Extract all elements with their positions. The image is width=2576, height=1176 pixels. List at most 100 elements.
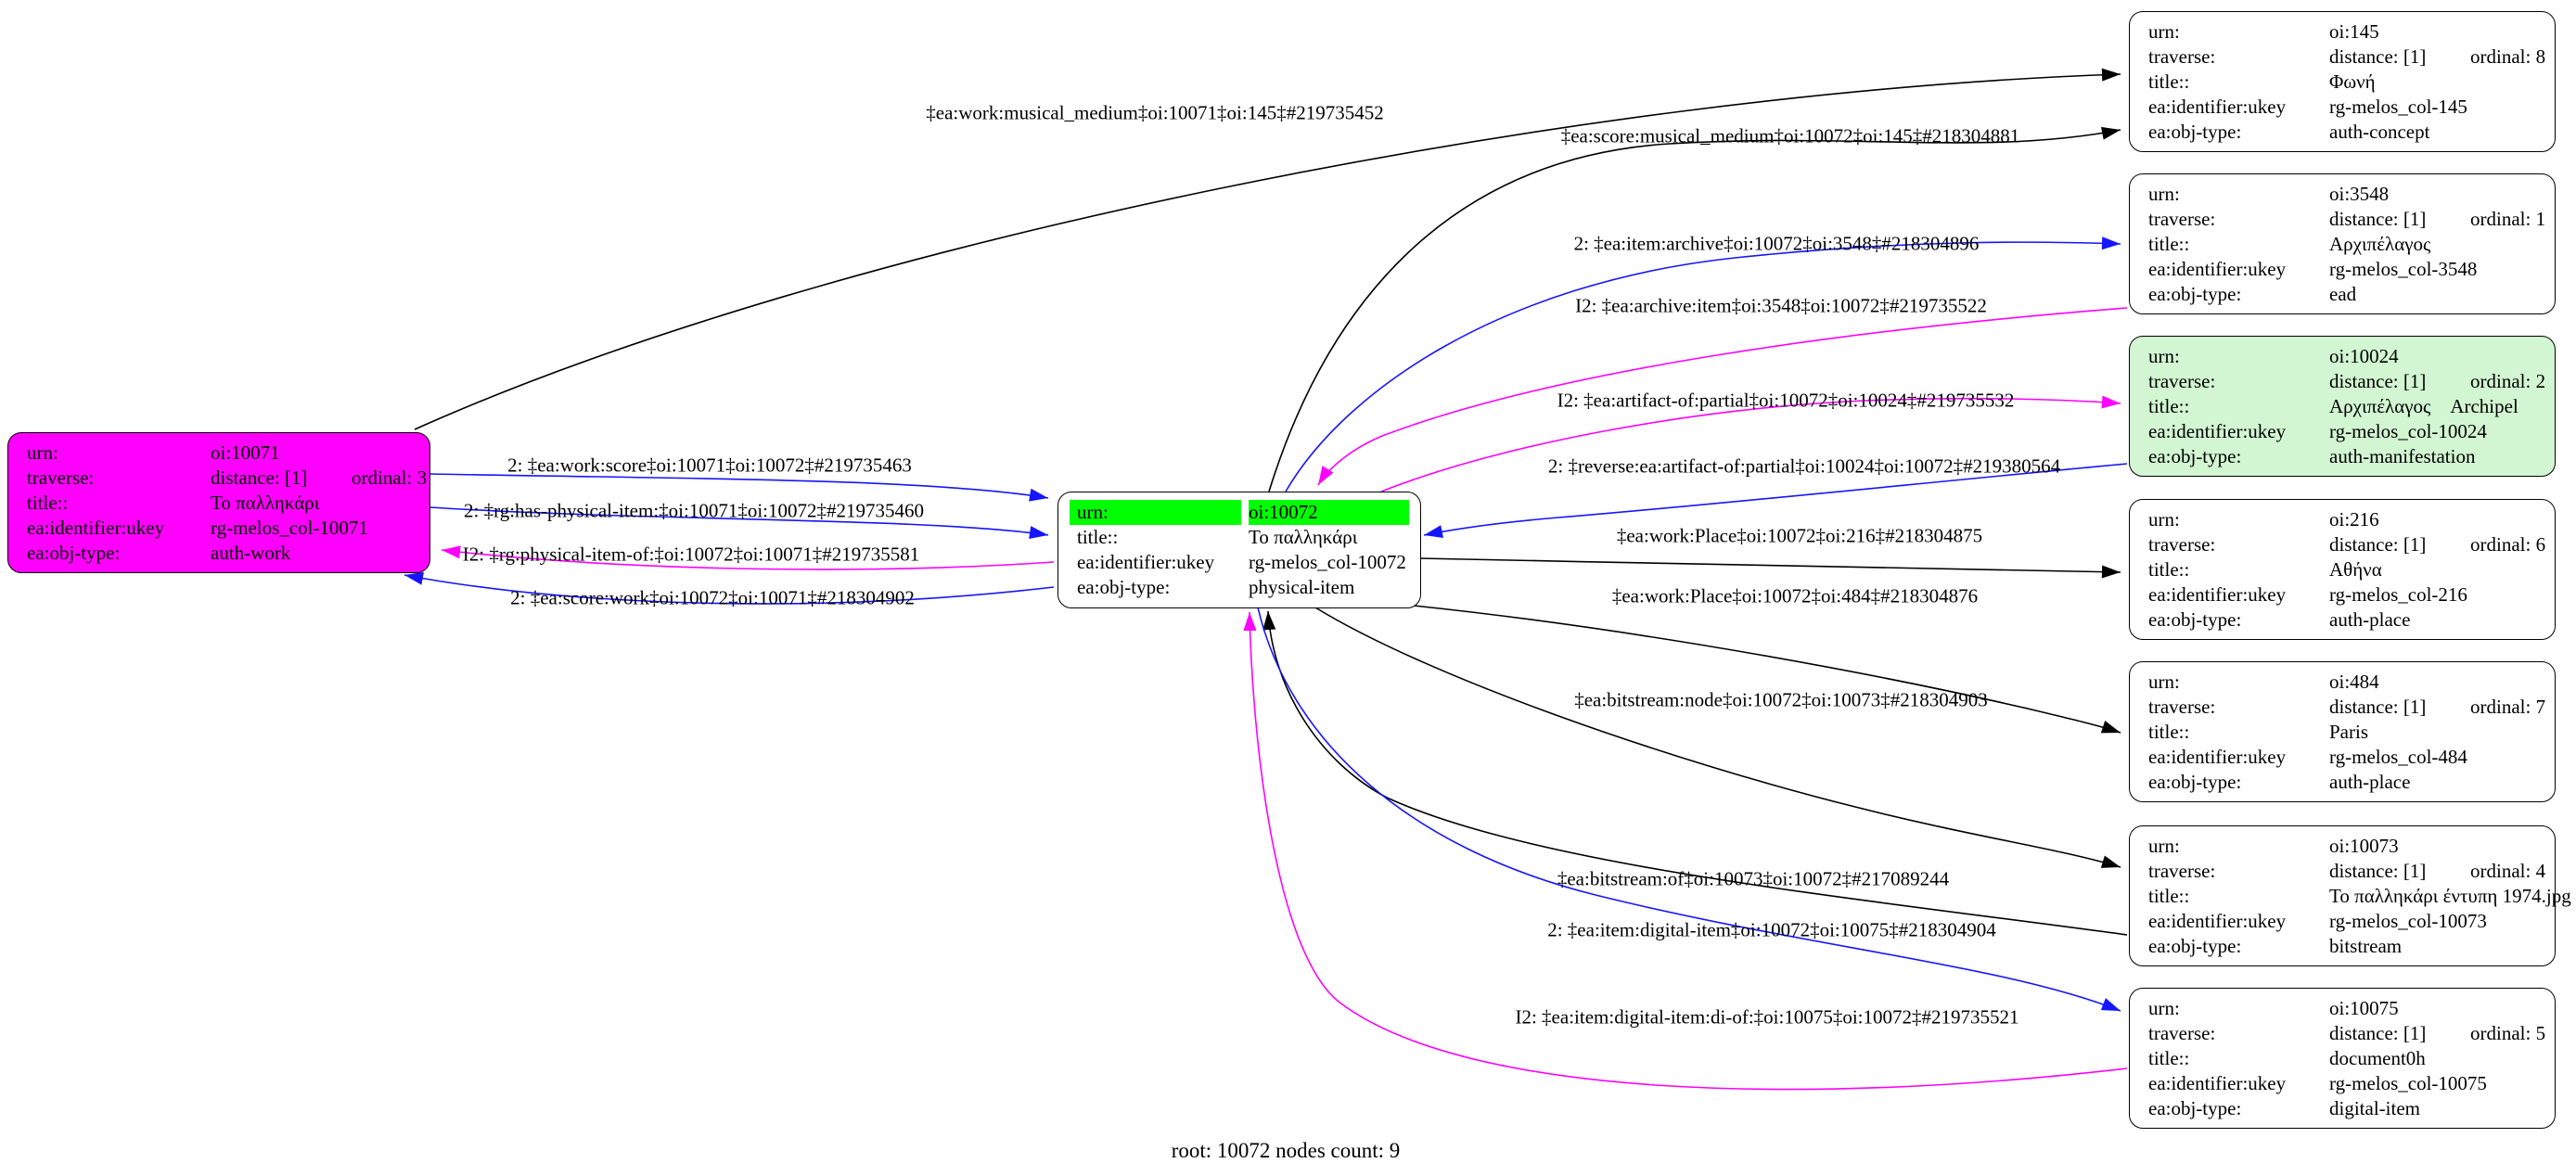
field-value: rg-melos_col-10073 [2329, 909, 2487, 932]
ordinal-value: ordinal: 2 [2470, 369, 2546, 392]
node-oi-10073[interactable]: urn: oi:10073 traverse: distance: [1] ordina… [2129, 825, 2571, 966]
field-label: traverse: [2148, 369, 2216, 392]
field-value: oi:10075 [2329, 996, 2399, 1019]
node-row: title:: Αρχιπέλαγος Archipel [2130, 394, 2555, 419]
node-row: ea:obj-type: auth-manifestation [2130, 444, 2555, 469]
edge-label-e6: ‡ea:score:musical_medium‡oi:10072‡oi:145… [1560, 124, 2020, 147]
distance-value: distance: [1] [2329, 207, 2427, 230]
node-row: ea:obj-type: physical-item [1058, 575, 1420, 600]
edge-e10 [1423, 463, 2128, 538]
node-row: ea:identifier:ukey rg-melos_col-216 [2130, 582, 2555, 607]
node-row: urn: oi:10072 [1058, 500, 1420, 525]
field-label: ea:identifier:ukey [2148, 909, 2287, 932]
field-value: oi:10072 [1249, 500, 1409, 525]
field-label: ea:identifier:ukey [1077, 551, 1215, 573]
node-oi-10024[interactable]: urn: oi:10024 traverse: distance: [1] ordina… [2129, 336, 2556, 477]
field-value: auth-concept [2329, 120, 2430, 143]
field-value: oi:10073 [2329, 834, 2399, 857]
edge-e1 [414, 68, 2121, 430]
edge-label-e7: 2: ‡ea:item:archive‡oi:10072‡oi:3548‡#21… [1573, 232, 1980, 255]
field-label: title:: [2148, 232, 2190, 255]
field-label: urn: [2148, 182, 2180, 205]
node-row: ea:obj-type: digital-item [2130, 1096, 2555, 1121]
field-value: distance: [1] ordinal: 7 [2329, 695, 2545, 720]
edge-label-e2: 2: ‡ea:work:score‡oi:10071‡oi:10072‡#219… [507, 454, 912, 477]
field-value: ead [2329, 282, 2357, 305]
field-value: rg-melos_col-216 [2329, 582, 2467, 606]
node-row: traverse: distance: [1] ordinal: 4 [2130, 859, 2555, 884]
field-value: distance: [1] ordinal: 5 [2329, 1021, 2545, 1046]
node-oi-484[interactable]: urn: oi:484 traverse: distance: [1] ordinal:… [2129, 661, 2556, 802]
node-oi-10071[interactable]: urn: oi:10071 traverse: distance: [1] ordina… [7, 432, 430, 573]
field-value: distance: [1] ordinal: 6 [2329, 532, 2545, 557]
node-row: title:: Το παλληκάρι [8, 491, 429, 516]
node-row: ea:identifier:ukey rg-melos_col-10073 [2130, 909, 2555, 934]
node-row: title:: Αρχιπέλαγος [2130, 232, 2555, 257]
ordinal-value: ordinal: 3 [352, 466, 428, 489]
distance-value: distance: [1] [211, 466, 308, 489]
edge-e3 [429, 506, 1049, 540]
field-label: title:: [2148, 1046, 2190, 1069]
field-value: rg-melos_col-3548 [2329, 257, 2478, 280]
field-value: rg-melos_col-145 [2329, 95, 2467, 118]
edge-e8 [1317, 307, 2128, 486]
field-value: Αθήνα [2329, 557, 2382, 581]
field-value: Το παλληκάρι έντυπη 1974.jpg [2329, 884, 2571, 907]
node-row: urn: oi:10024 [2130, 344, 2555, 369]
node-row: urn: oi:10073 [2130, 834, 2555, 859]
node-row: urn: oi:3548 [2130, 182, 2555, 207]
field-label: urn: [2148, 670, 2180, 693]
node-oi-216[interactable]: urn: oi:216 traverse: distance: [1] ordinal:… [2129, 499, 2556, 640]
field-label: urn: [2148, 19, 2180, 43]
edge-label-e15: 2: ‡ea:item:digital-item‡oi:10072‡oi:100… [1547, 918, 1996, 941]
field-label: traverse: [2148, 207, 2216, 230]
field-value: Paris [2329, 720, 2368, 743]
node-oi-3548[interactable]: urn: oi:3548 traverse: distance: [1] ordinal… [2129, 173, 2556, 314]
field-label: urn: [27, 441, 58, 464]
node-row: title:: Paris [2130, 720, 2555, 745]
field-value: rg-melos_col-10024 [2329, 419, 2487, 442]
field-label: title:: [2148, 720, 2190, 743]
field-label: ea:obj-type: [2148, 444, 2242, 467]
node-row: ea:identifier:ukey rg-melos_col-145 [2130, 95, 2555, 120]
field-label: ea:obj-type: [2148, 770, 2242, 793]
field-label: title:: [2148, 70, 2190, 93]
node-row: ea:obj-type: auth-work [8, 541, 429, 566]
node-row: traverse: distance: [1] ordinal: 8 [2130, 45, 2555, 70]
node-row: title:: Αθήνα [2130, 557, 2555, 582]
node-row: urn: oi:145 [2130, 19, 2555, 45]
node-oi-10072[interactable]: urn: oi:10072 title:: Το παλληκάρι ea:identi… [1057, 492, 1421, 608]
edge-e6 [1268, 126, 2121, 492]
node-oi-145[interactable]: urn: oi:145 traverse: distance: [1] ordinal:… [2129, 11, 2556, 152]
field-value: bitstream [2329, 934, 2403, 957]
field-label: ea:identifier:ukey [27, 516, 165, 539]
node-row: ea:identifier:ukey rg-melos_col-10075 [2130, 1071, 2555, 1096]
node-row: title:: Το παλληκάρι [1058, 525, 1420, 550]
edge-label-e11: ‡ea:work:Place‡oi:10072‡oi:216‡#21830487… [1616, 524, 1983, 547]
field-label: ea:identifier:ukey [2148, 419, 2287, 442]
ordinal-value: ordinal: 1 [2470, 207, 2546, 230]
field-label: title:: [2148, 884, 2190, 907]
field-label: ea:obj-type: [2148, 607, 2242, 631]
node-oi-10075[interactable]: urn: oi:10075 traverse: distance: [1] ordina… [2129, 988, 2556, 1129]
field-value: Το παλληκάρι [1249, 526, 1358, 548]
edge-e15 [1257, 607, 2121, 1012]
distance-value: distance: [1] [2329, 695, 2427, 718]
field-value: distance: [1] ordinal: 8 [2329, 45, 2545, 70]
field-value: Το παλληκάρι [211, 491, 320, 514]
field-value: distance: [1] ordinal: 3 [211, 466, 427, 491]
field-label: title:: [2148, 557, 2190, 581]
node-row: ea:identifier:ukey rg-melos_col-3548 [2130, 257, 2555, 282]
field-label: traverse: [2148, 1021, 2216, 1044]
node-row: title:: Το παλληκάρι έντυπη 1974.jpg [2130, 884, 2571, 909]
field-label: ea:obj-type: [2148, 282, 2242, 305]
node-row: ea:obj-type: auth-concept [2130, 120, 2555, 145]
field-label: urn: [2148, 344, 2180, 367]
distance-value: distance: [1] [2329, 369, 2427, 392]
field-value: document0h [2329, 1046, 2426, 1069]
node-row: title:: document0h [2130, 1046, 2555, 1071]
node-row: title:: Φωνή [2130, 70, 2555, 95]
node-row: urn: oi:10075 [2130, 996, 2555, 1021]
node-row: ea:obj-type: auth-place [2130, 770, 2555, 795]
